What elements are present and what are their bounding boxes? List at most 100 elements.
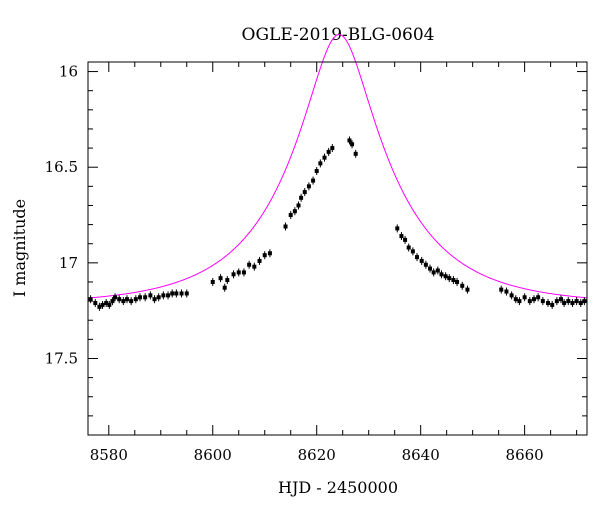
- data-point: [455, 277, 460, 286]
- data-point: [443, 272, 448, 281]
- data-point: [428, 264, 433, 273]
- data-point: [247, 260, 252, 269]
- data-point: [148, 291, 153, 300]
- data-point: [267, 249, 272, 258]
- data-point: [326, 147, 331, 156]
- data-point: [395, 224, 400, 233]
- data-point: [262, 251, 267, 260]
- data-point: [566, 297, 571, 306]
- x-tick-label: 8600: [194, 446, 232, 464]
- data-point: [465, 285, 470, 294]
- data-point: [574, 297, 579, 306]
- data-point: [241, 268, 246, 277]
- data-point: [546, 299, 551, 308]
- data-point: [311, 176, 316, 185]
- data-point: [431, 268, 436, 277]
- data-point: [129, 297, 134, 306]
- y-axis-label: I magnitude: [10, 199, 29, 297]
- data-point: [170, 289, 175, 298]
- data-point: [88, 295, 93, 304]
- data-point: [231, 270, 236, 279]
- data-point: [107, 300, 112, 309]
- data-point: [419, 256, 424, 265]
- data-point: [166, 291, 171, 300]
- data-point: [554, 297, 559, 306]
- data-point: [252, 262, 257, 271]
- x-axis-label: HJD - 2450000: [278, 478, 398, 497]
- data-point: [222, 283, 227, 292]
- data-point: [322, 153, 327, 162]
- data-point: [435, 266, 440, 275]
- y-tick-label: 16.5: [45, 158, 78, 176]
- data-point: [509, 291, 514, 300]
- x-tick-label: 8580: [90, 446, 128, 464]
- data-point: [447, 274, 452, 283]
- data-point: [110, 297, 115, 306]
- data-point: [353, 149, 358, 158]
- data-point: [451, 276, 456, 285]
- y-tick-label: 17.5: [45, 349, 78, 367]
- data-point: [104, 299, 109, 308]
- data-point: [540, 297, 545, 306]
- data-point: [283, 222, 288, 231]
- data-point: [184, 289, 189, 298]
- data-point: [499, 285, 504, 294]
- data-point: [330, 144, 335, 153]
- data-point: [152, 295, 157, 304]
- data-point: [143, 293, 148, 302]
- data-point: [306, 182, 311, 191]
- data-point: [137, 293, 142, 302]
- data-point: [527, 297, 532, 306]
- y-tick-label: 16: [59, 63, 78, 81]
- data-point: [93, 299, 98, 308]
- data-point: [513, 295, 518, 304]
- data-point: [403, 235, 408, 244]
- data-point: [410, 247, 415, 256]
- data-point: [504, 287, 509, 296]
- data-point: [350, 140, 355, 149]
- data-points: [88, 136, 587, 311]
- data-point: [578, 299, 583, 308]
- plot-frame: [87, 61, 588, 436]
- data-point: [121, 297, 126, 306]
- data-point: [318, 159, 323, 168]
- data-point: [156, 293, 161, 302]
- data-point: [292, 207, 297, 216]
- data-point: [210, 277, 215, 286]
- data-point: [302, 188, 307, 197]
- data-point: [406, 243, 411, 252]
- data-point: [236, 268, 241, 277]
- data-point: [347, 136, 352, 145]
- data-point: [133, 295, 138, 304]
- data-point: [550, 300, 555, 309]
- data-point: [97, 302, 102, 311]
- data-point: [399, 232, 404, 241]
- data-point: [531, 295, 536, 304]
- data-point: [257, 256, 262, 265]
- data-point: [559, 295, 564, 304]
- data-point: [174, 289, 179, 298]
- data-point: [423, 260, 428, 269]
- data-point: [161, 291, 166, 300]
- data-point: [314, 167, 319, 176]
- data-point: [218, 274, 223, 283]
- data-point: [179, 289, 184, 298]
- data-point: [522, 293, 527, 302]
- data-point: [439, 270, 444, 279]
- data-point: [536, 293, 541, 302]
- model-curve: [87, 34, 588, 299]
- data-point: [124, 295, 129, 304]
- data-point: [415, 253, 420, 262]
- data-point: [100, 300, 105, 309]
- data-point: [562, 299, 567, 308]
- x-tick-label: 8660: [506, 446, 544, 464]
- data-point: [288, 211, 293, 220]
- axis-ticks: [88, 62, 587, 436]
- data-point: [296, 201, 301, 210]
- data-point: [117, 295, 122, 304]
- x-tick-label: 8620: [298, 446, 336, 464]
- data-point: [299, 193, 304, 202]
- data-point: [113, 293, 118, 302]
- data-point: [582, 297, 587, 306]
